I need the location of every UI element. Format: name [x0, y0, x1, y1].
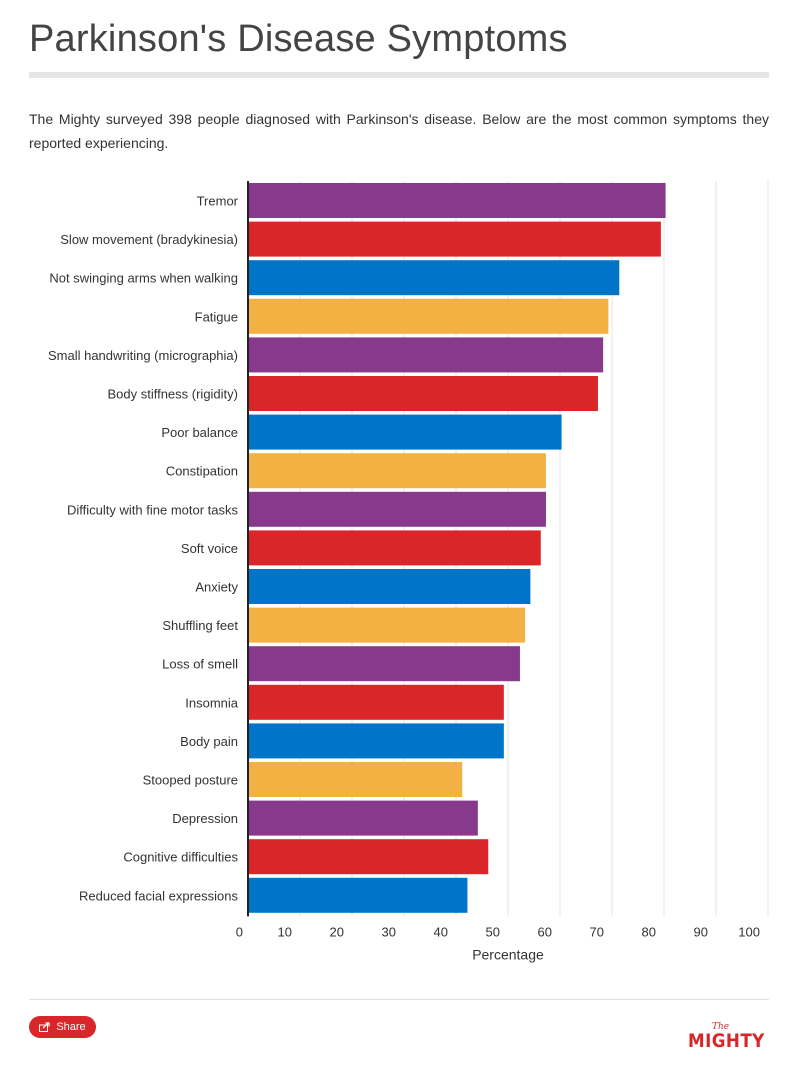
x-tick-label: 0 [236, 924, 243, 939]
bar [248, 376, 598, 411]
category-label: Constipation [166, 464, 238, 479]
bar [248, 877, 468, 913]
bar [248, 723, 504, 759]
bar [248, 800, 478, 836]
bar [248, 684, 504, 720]
x-tick-label: 30 [382, 924, 396, 939]
category-label: Tremor [197, 194, 239, 209]
bar [248, 491, 546, 527]
x-tick-label: 60 [538, 924, 552, 939]
share-button[interactable]: Share [29, 1016, 96, 1038]
category-label: Reduced facial expressions [79, 888, 238, 903]
category-label: Anxiety [195, 580, 238, 595]
brand-logo-the: The [712, 1022, 730, 1032]
bar [248, 646, 520, 682]
brand-logo-mighty: MIGHTY [688, 1030, 765, 1052]
category-label: Not swinging arms when walking [49, 271, 238, 286]
chart-description: The Mighty surveyed 398 people diagnosed… [29, 111, 769, 151]
share-icon [39, 1022, 50, 1032]
x-tick-label: 80 [642, 924, 656, 939]
category-label: Slow movement (bradykinesia) [60, 232, 238, 247]
share-label: Share [56, 1021, 86, 1033]
category-label: Shuffling feet [162, 618, 238, 633]
category-label: Body stiffness (rigidity) [107, 387, 238, 402]
bar [248, 607, 526, 643]
category-label: Soft voice [181, 541, 238, 556]
footer-divider [29, 999, 769, 1000]
bar [248, 569, 531, 604]
bar [248, 530, 541, 566]
bar [248, 260, 620, 296]
category-label: Stooped posture [143, 773, 238, 788]
chart-title: Parkinson's Disease Symptoms [29, 18, 568, 60]
category-label: Poor balance [161, 425, 238, 440]
bar [248, 183, 666, 218]
category-label: Body pain [180, 734, 238, 749]
bar [248, 298, 609, 334]
bar [248, 453, 546, 489]
brand-logo: The MIGHTY [686, 1022, 764, 1056]
x-tick-label: 90 [694, 924, 708, 939]
x-tick-label: 100 [738, 924, 760, 939]
bar [248, 762, 463, 797]
category-label: Loss of smell [162, 657, 238, 672]
bar [248, 839, 489, 875]
bar [248, 414, 562, 450]
title-divider [29, 72, 769, 78]
x-axis-title: Percentage [472, 946, 544, 962]
bar-chart: Tremor Slow movement (bradykinesia) Not sw… [48, 181, 769, 962]
x-tick-label: 70 [590, 924, 604, 939]
x-tick-label: 50 [486, 924, 500, 939]
category-label: Depression [172, 811, 238, 826]
x-tick-label: 40 [434, 924, 448, 939]
category-label: Difficulty with fine motor tasks [67, 502, 238, 517]
category-label: Cognitive difficulties [123, 850, 238, 865]
category-label: Fatigue [195, 309, 238, 324]
x-tick-label: 10 [278, 924, 292, 939]
category-label: Insomnia [185, 695, 239, 710]
bar [248, 337, 604, 373]
bar [248, 221, 661, 257]
category-label: Small handwriting (micrographia) [48, 348, 238, 363]
x-tick-label: 20 [330, 924, 344, 939]
